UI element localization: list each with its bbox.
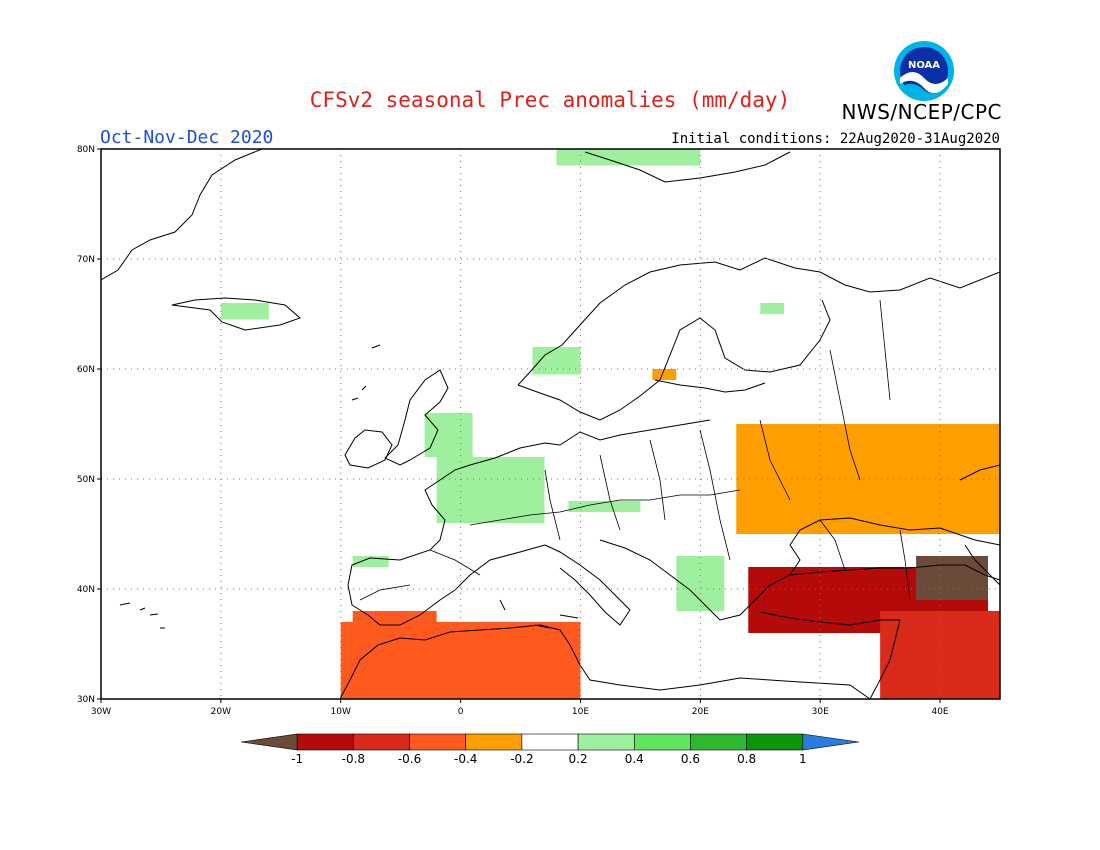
lon-tick-label: 0 — [458, 707, 464, 717]
lon-tick-label: 10E — [572, 707, 589, 717]
latitude-tick-labels: 30N 40N 50N 60N 70N 80N — [77, 145, 101, 705]
lat-tick-label: 80N — [77, 145, 95, 155]
colorbar-swatch — [577, 733, 635, 751]
lon-tick-label: 20W — [211, 707, 231, 717]
colorbar-swatch — [296, 733, 354, 751]
anomaly-region — [556, 149, 701, 166]
colorbar-label: -0.6 — [398, 752, 421, 766]
anomaly-region — [652, 369, 677, 380]
noaa-logo: NOAA — [893, 40, 955, 102]
agency-label: NWS/NCEP/CPC — [841, 100, 1002, 124]
colorbar-label: 0.2 — [569, 752, 588, 766]
map-frame — [100, 148, 1001, 700]
colorbar-swatch — [690, 733, 747, 751]
anomaly-region — [424, 413, 473, 457]
anomaly-region — [676, 556, 725, 611]
anomaly-region — [220, 303, 269, 320]
anomaly-region — [736, 424, 1000, 534]
lon-tick-label: 30E — [812, 707, 829, 717]
colorbar-arrow-high — [802, 733, 860, 751]
lon-tick-label: 20E — [692, 707, 709, 717]
chart-title: CFSv2 seasonal Prec anomalies (mm/day) — [309, 88, 791, 112]
lat-tick-label: 50N — [77, 475, 95, 485]
noaa-logo-icon: NOAA — [894, 41, 954, 101]
lat-tick-label: 70N — [77, 255, 95, 265]
anomaly-region — [760, 303, 785, 314]
anomaly-region — [436, 457, 545, 523]
lat-tick-label: 40N — [77, 585, 95, 595]
colorbar-label: 0.6 — [681, 752, 700, 766]
colorbar-label: 1 — [799, 752, 807, 766]
anomaly-region — [352, 556, 389, 567]
coastlines — [101, 149, 1000, 699]
anomaly-region — [340, 622, 581, 699]
colorbar-swatch — [633, 733, 691, 751]
colorbar-swatch — [746, 733, 804, 751]
lat-tick-label: 60N — [77, 365, 95, 375]
lon-tick-label: 10W — [331, 707, 351, 717]
anomaly-region — [568, 501, 641, 512]
colorbar: -1 -0.8 -0.6 -0.4 -0.2 0.2 0.4 0.6 0.8 1 — [240, 733, 860, 766]
colorbar-label: -0.2 — [510, 752, 533, 766]
colorbar-label: -0.8 — [342, 752, 365, 766]
colorbar-arrow-low — [240, 733, 298, 751]
anomaly-region — [916, 556, 989, 600]
colorbar-label: -0.4 — [454, 752, 477, 766]
colorbar-swatch — [521, 733, 579, 751]
colorbar-swatch — [465, 733, 523, 751]
colorbar-swatch — [353, 733, 410, 751]
noaa-logo-text: NOAA — [908, 60, 940, 71]
lon-tick-label: 40E — [931, 707, 948, 717]
colorbar-label: 0.4 — [625, 752, 644, 766]
lat-tick-label: 30N — [77, 695, 95, 705]
initial-conditions-label: Initial conditions: 22Aug2020-31Aug2020 — [671, 131, 1000, 147]
colorbar-label: -1 — [291, 752, 303, 766]
lon-tick-label: 30W — [91, 707, 111, 717]
country-borders — [359, 299, 911, 601]
longitude-tick-labels: 30W 20W 10W 0 10E 20E 30E 40E — [91, 699, 949, 717]
colorbar-label: 0.8 — [737, 752, 756, 766]
anomaly-cells — [220, 149, 1000, 699]
season-label: Oct-Nov-Dec 2020 — [100, 127, 274, 148]
colorbar-swatch — [409, 733, 467, 751]
anomaly-region — [880, 611, 1000, 699]
